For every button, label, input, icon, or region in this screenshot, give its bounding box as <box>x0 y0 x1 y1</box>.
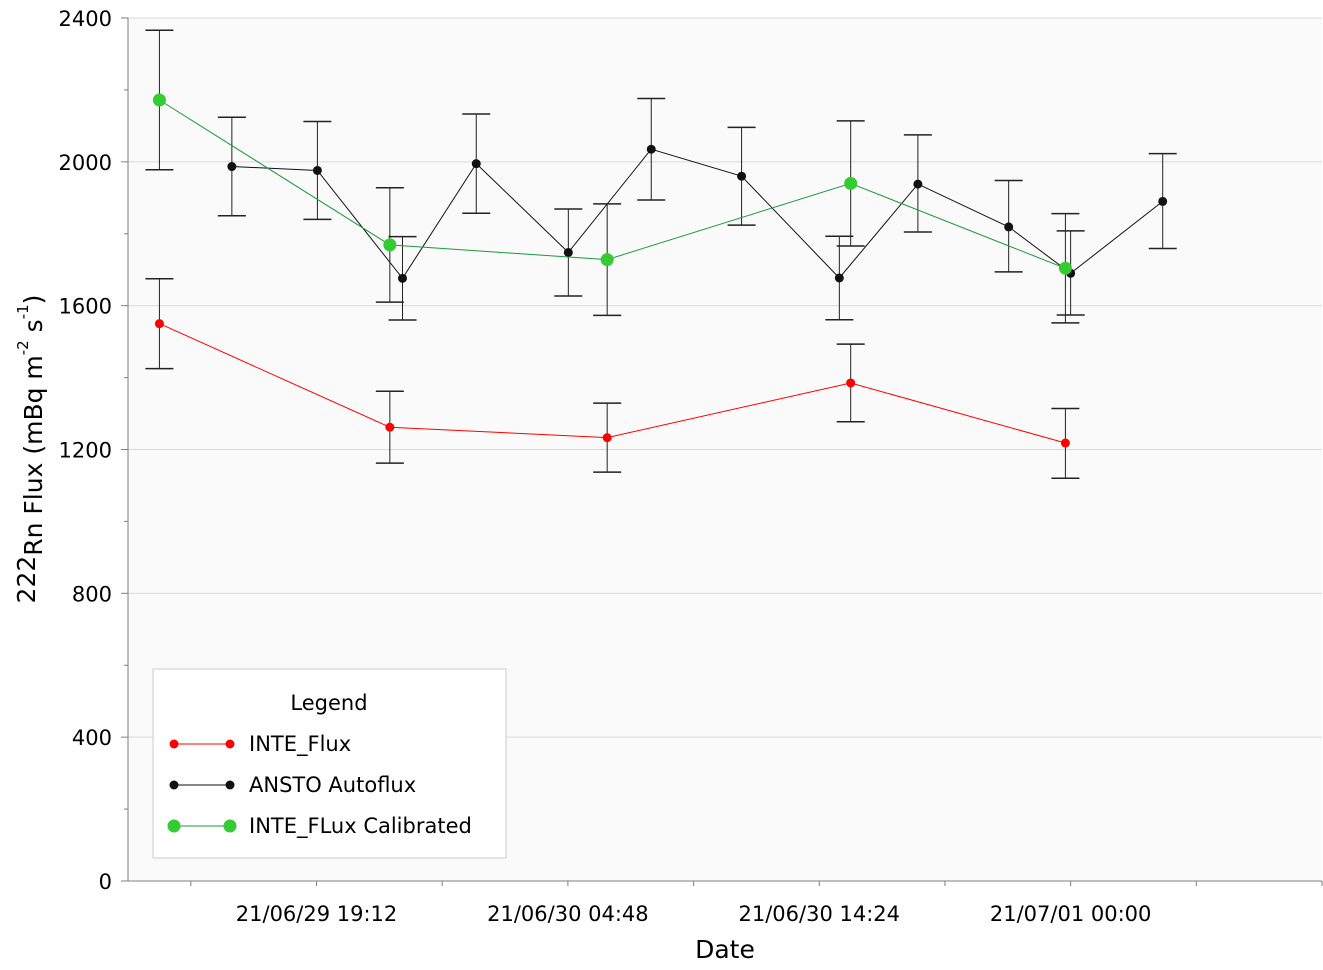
x-tick-label: 21/06/30 04:48 <box>487 902 649 926</box>
data-point <box>471 159 481 169</box>
data-point <box>152 93 166 107</box>
data-point <box>383 238 397 252</box>
data-point <box>600 253 614 267</box>
x-tick-label: 21/06/29 19:12 <box>236 902 398 926</box>
y-axis-title-exp1: -2 <box>14 340 32 355</box>
data-point <box>834 273 844 283</box>
y-tick-label: 1200 <box>59 439 112 463</box>
y-axis-title-close: ) <box>19 295 48 305</box>
y-tick-label: 0 <box>99 870 112 894</box>
y-tick-label: 800 <box>72 582 112 606</box>
x-tick-label: 21/06/30 14:24 <box>739 902 901 926</box>
y-axis-title-unit2: s <box>19 319 48 340</box>
legend-marker <box>225 739 235 749</box>
data-point <box>844 176 858 190</box>
data-point <box>154 319 164 329</box>
data-point <box>846 378 856 388</box>
data-point <box>227 162 237 172</box>
series-line <box>231 148 1164 280</box>
series <box>145 277 1080 480</box>
legend-marker <box>169 739 179 749</box>
data-point <box>1004 222 1014 232</box>
data-point <box>385 422 395 432</box>
y-tick-label: 2400 <box>59 7 112 31</box>
legend-label: INTE_FLux Calibrated <box>249 814 472 839</box>
data-point <box>1058 261 1072 275</box>
data-point <box>397 273 407 283</box>
series-layer <box>145 29 1177 480</box>
y-axis-title-main: Rn Flux (mBq m <box>19 355 48 556</box>
legend: Legend INTE_Flux ANSTO Autoflux INTE_FLux … <box>152 668 507 859</box>
data-point <box>312 165 322 175</box>
legend-marker <box>169 780 179 790</box>
legend-marker <box>167 819 181 833</box>
series <box>145 29 1080 324</box>
data-point <box>913 179 923 189</box>
data-point <box>563 247 573 257</box>
data-point <box>646 144 656 154</box>
y-axis-title-isotope: 222 <box>12 556 41 604</box>
y-tick-label: 1600 <box>59 295 112 319</box>
legend-title: Legend <box>290 691 367 715</box>
legend-marker <box>223 819 237 833</box>
x-axis-title: Date <box>695 935 755 964</box>
y-axis-title: 222Rn Flux (mBq m-2 s-1) <box>12 295 48 604</box>
legend-items: INTE_Flux ANSTO Autoflux INTE_FLux Calibra… <box>167 732 472 839</box>
y-axis-title-exp2: -1 <box>14 304 32 319</box>
x-axis-ticks: 21/06/29 19:12 21/06/30 04:48 21/06/30 14:… <box>190 881 1323 926</box>
legend-label: ANSTO Autoflux <box>249 773 416 797</box>
y-tick-label: 2000 <box>59 151 112 175</box>
x-tick-label: 21/07/01 00:00 <box>990 902 1152 926</box>
data-point <box>1158 196 1168 206</box>
y-axis-ticks: 0 400 800 1200 1600 2000 2400 <box>59 7 128 894</box>
legend-marker <box>225 780 235 790</box>
data-point <box>737 171 747 181</box>
data-point <box>602 433 612 443</box>
y-tick-label: 400 <box>72 726 112 750</box>
series <box>217 97 1177 321</box>
legend-label: INTE_Flux <box>249 732 351 757</box>
data-point <box>1060 438 1070 448</box>
